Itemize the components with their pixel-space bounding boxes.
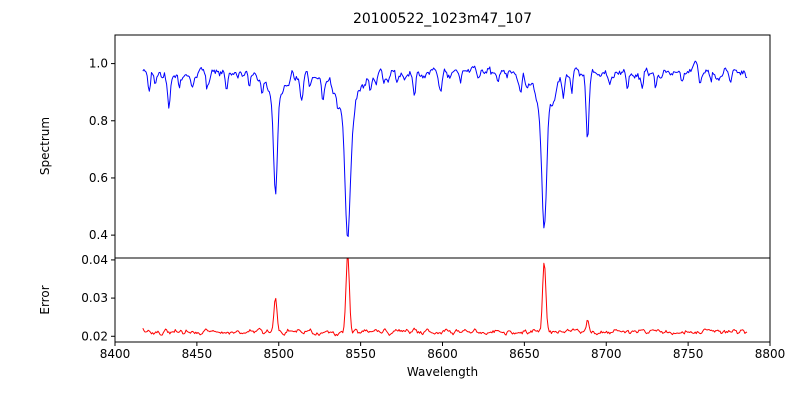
svg-text:1.0: 1.0 — [89, 57, 108, 71]
svg-text:0.02: 0.02 — [81, 329, 108, 343]
svg-text:8500: 8500 — [263, 347, 294, 361]
svg-text:0.4: 0.4 — [89, 228, 108, 242]
x-axis-label: Wavelength — [406, 365, 479, 379]
svg-text:0.6: 0.6 — [89, 171, 108, 185]
svg-text:8600: 8600 — [427, 347, 458, 361]
svg-text:8750: 8750 — [673, 347, 704, 361]
svg-text:8650: 8650 — [509, 347, 540, 361]
chart-title: 20100522_1023m47_107 — [352, 11, 533, 27]
svg-text:0.04: 0.04 — [81, 253, 108, 267]
svg-text:0.8: 0.8 — [89, 114, 108, 128]
svg-text:0.03: 0.03 — [81, 291, 108, 305]
svg-text:8700: 8700 — [591, 347, 622, 361]
svg-text:8450: 8450 — [182, 347, 213, 361]
svg-text:8550: 8550 — [345, 347, 376, 361]
svg-text:8800: 8800 — [755, 347, 786, 361]
svg-text:8400: 8400 — [100, 347, 131, 361]
